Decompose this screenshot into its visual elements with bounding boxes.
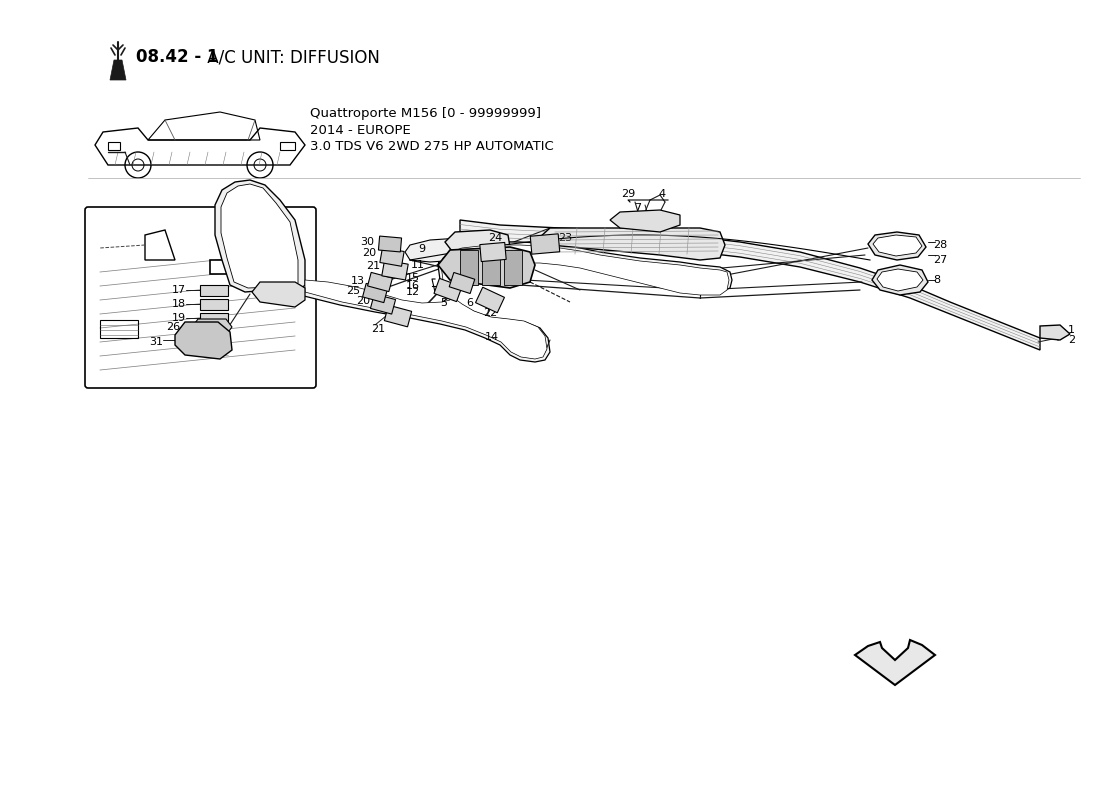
Polygon shape (300, 242, 732, 362)
Polygon shape (175, 322, 232, 359)
Polygon shape (438, 247, 535, 288)
Text: 8: 8 (933, 275, 940, 285)
Polygon shape (449, 273, 475, 294)
Text: 29: 29 (620, 189, 635, 199)
Polygon shape (872, 265, 928, 295)
Circle shape (132, 159, 144, 171)
Circle shape (254, 159, 266, 171)
Text: 28: 28 (933, 240, 947, 250)
Text: 19: 19 (172, 313, 186, 323)
Text: 6: 6 (466, 298, 473, 308)
Polygon shape (504, 250, 522, 285)
Text: 27: 27 (933, 255, 947, 265)
Text: 24: 24 (488, 233, 502, 243)
Text: 17: 17 (172, 285, 186, 295)
Polygon shape (200, 285, 228, 296)
Polygon shape (252, 282, 305, 307)
Polygon shape (1040, 325, 1070, 340)
Text: A/C UNIT: DIFFUSION: A/C UNIT: DIFFUSION (202, 48, 380, 66)
Polygon shape (221, 184, 298, 291)
Polygon shape (367, 272, 393, 292)
Text: 2: 2 (1068, 335, 1075, 345)
Polygon shape (405, 238, 460, 262)
Text: 26: 26 (166, 322, 180, 332)
Polygon shape (382, 260, 408, 280)
Polygon shape (200, 299, 228, 310)
Polygon shape (873, 235, 922, 256)
Text: 18: 18 (172, 299, 186, 309)
Text: 25: 25 (345, 286, 360, 296)
Polygon shape (868, 232, 926, 260)
Polygon shape (482, 250, 500, 285)
Polygon shape (877, 269, 923, 291)
Polygon shape (305, 245, 729, 359)
Polygon shape (460, 220, 1040, 350)
Text: 3: 3 (205, 298, 212, 311)
Text: 23: 23 (558, 233, 572, 243)
Text: 13: 13 (351, 276, 365, 286)
Polygon shape (200, 313, 228, 324)
Polygon shape (379, 248, 404, 266)
Polygon shape (434, 278, 462, 302)
Polygon shape (363, 283, 387, 302)
Polygon shape (192, 319, 232, 335)
Polygon shape (371, 294, 396, 314)
Text: 20: 20 (362, 248, 376, 258)
Text: 21: 21 (366, 261, 379, 271)
Polygon shape (214, 180, 305, 295)
Polygon shape (480, 242, 506, 262)
Text: 2014 - EUROPE: 2014 - EUROPE (310, 123, 410, 137)
Text: 14: 14 (485, 332, 499, 342)
Text: 9: 9 (418, 244, 425, 254)
Text: 16: 16 (406, 281, 420, 291)
Text: Quattroporte M156 [0 - 99999999]: Quattroporte M156 [0 - 99999999] (310, 107, 541, 121)
Polygon shape (110, 60, 126, 80)
Text: 21: 21 (371, 324, 385, 334)
Text: 08.42 - 1: 08.42 - 1 (136, 48, 219, 66)
Polygon shape (540, 228, 725, 260)
Text: 30: 30 (360, 237, 374, 247)
Polygon shape (530, 234, 560, 254)
Polygon shape (446, 230, 510, 262)
Text: 31: 31 (148, 337, 163, 347)
Polygon shape (378, 236, 402, 252)
FancyBboxPatch shape (85, 207, 316, 388)
Text: 11: 11 (411, 260, 425, 270)
Text: 5: 5 (440, 298, 448, 308)
Text: 1: 1 (1068, 325, 1075, 335)
Polygon shape (447, 258, 502, 278)
Polygon shape (460, 250, 478, 285)
Polygon shape (475, 287, 505, 313)
Text: 12: 12 (406, 287, 420, 297)
Text: 14: 14 (196, 339, 210, 349)
Text: 3.0 TDS V6 2WD 275 HP AUTOMATIC: 3.0 TDS V6 2WD 275 HP AUTOMATIC (310, 139, 553, 153)
Polygon shape (855, 640, 935, 685)
Polygon shape (210, 250, 258, 284)
Text: 4: 4 (659, 189, 666, 199)
Polygon shape (384, 305, 411, 327)
Text: 15: 15 (406, 273, 420, 283)
Text: 22: 22 (483, 308, 497, 318)
Polygon shape (610, 210, 680, 232)
Text: 20: 20 (356, 296, 370, 306)
Text: 7: 7 (635, 203, 641, 213)
